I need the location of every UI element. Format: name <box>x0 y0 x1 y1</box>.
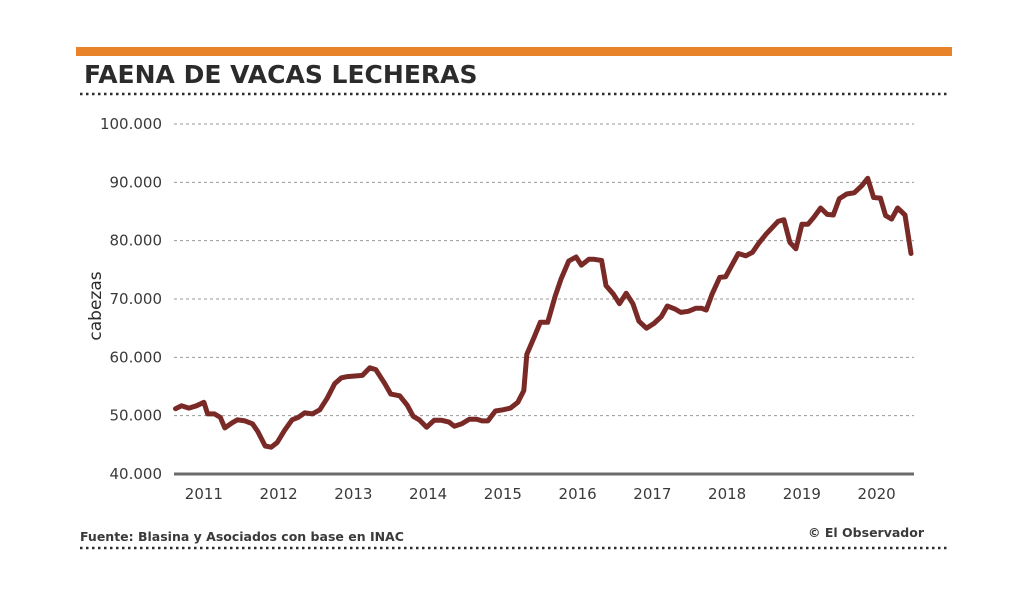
x-tick-label: 2012 <box>260 485 298 503</box>
x-tick-label: 2019 <box>783 485 821 503</box>
source-note: Fuente: Blasina y Asociados con base en … <box>80 529 404 544</box>
grid <box>174 123 914 476</box>
y-tick-label: 70.000 <box>110 290 163 308</box>
y-tick-label: 40.000 <box>110 465 163 483</box>
x-tick-label: 2014 <box>409 485 447 503</box>
y-axis-label: cabezas <box>86 271 106 340</box>
y-ticks: 40.000 50.000 60.000 70.000 80.000 90.000 100.… <box>100 115 162 483</box>
y-tick-label: 80.000 <box>110 232 163 250</box>
x-tick-label: 2018 <box>708 485 746 503</box>
x-tick-label: 2017 <box>633 485 671 503</box>
y-tick-label: 60.000 <box>110 348 163 366</box>
x-tick-label: 2013 <box>334 485 372 503</box>
x-tick-label: 2015 <box>484 485 522 503</box>
series <box>173 175 914 450</box>
credit-note: © El Observador <box>808 525 925 540</box>
x-tick-label: 2011 <box>185 485 223 503</box>
y-tick-label: 100.000 <box>100 115 162 133</box>
x-ticks: 2011 2012 2013 2014 2015 2016 2017 2018 2019 2020 <box>185 485 896 503</box>
series-line <box>173 175 914 450</box>
x-tick-label: 2020 <box>858 485 896 503</box>
accent-bar <box>76 47 952 56</box>
y-tick-label: 50.000 <box>110 407 163 425</box>
chart-title: FAENA DE VACAS LECHERAS <box>84 60 478 89</box>
y-tick-label: 90.000 <box>110 173 163 191</box>
x-tick-label: 2016 <box>559 485 597 503</box>
